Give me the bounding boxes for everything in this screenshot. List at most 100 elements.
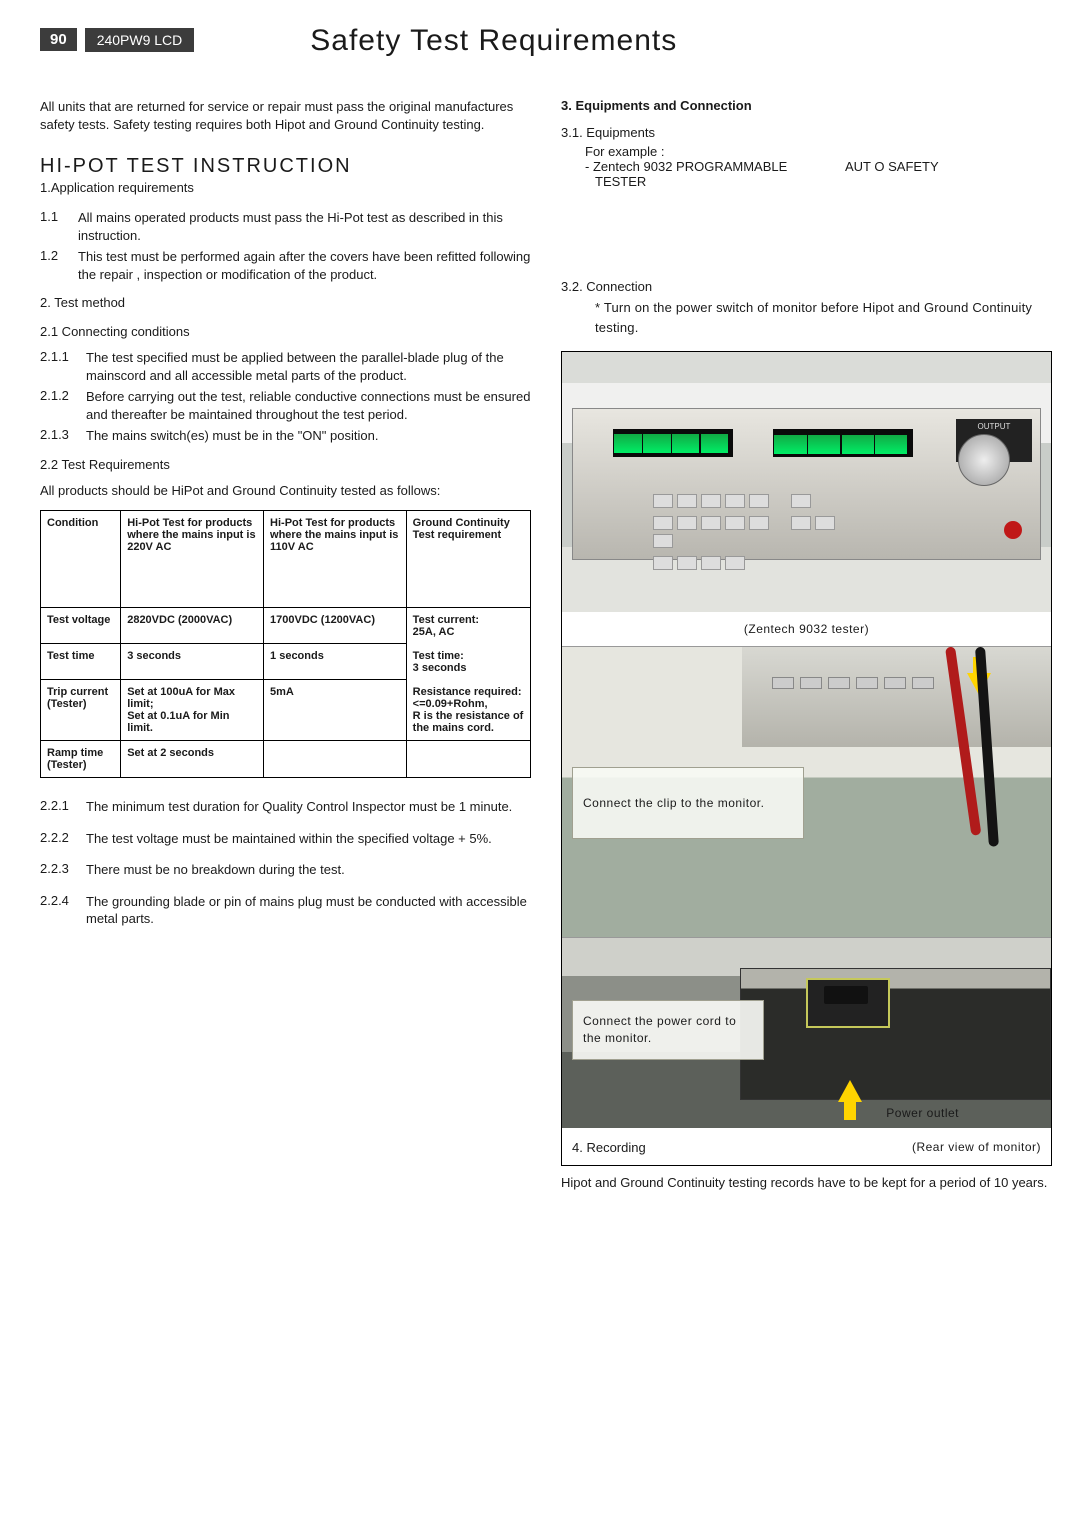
section-1-title: 1.Application requirements (40, 180, 531, 195)
page-title: Safety Test Requirements (310, 24, 677, 58)
cell (406, 741, 530, 778)
item-text: There must be no breakdown during the te… (86, 861, 531, 879)
section-3-2-title: 3.2. Connection (561, 279, 1052, 294)
table-header: Hi-Pot Test for products where the mains… (121, 510, 264, 607)
cell: 3 seconds (127, 650, 181, 662)
list-item: 2.2.4 The grounding blade or pin of main… (40, 893, 531, 928)
list-item: 2.2.3 There must be no breakdown during … (40, 861, 531, 879)
item-number: 2.1.2 (40, 388, 86, 423)
equipment-item: - Zentech 9032 PROGRAMMABLE AUT O SAFETY (585, 159, 1052, 174)
cell: Test time (47, 650, 94, 662)
table-header: Condition (41, 510, 121, 607)
rear-caption: (Rear view of monitor) (912, 1140, 1041, 1155)
tester-body-graphic: OUTPUT (572, 408, 1041, 560)
list-item: 2.1.2 Before carrying out the test, reli… (40, 388, 531, 423)
cell: Ramp time (Tester) (47, 747, 103, 771)
section-1-items: 1.1 All mains operated products must pas… (40, 209, 531, 283)
section-2-title: 2. Test method (40, 295, 531, 310)
list-item: 1.1 All mains operated products must pas… (40, 209, 531, 244)
equipment-line2: TESTER (595, 174, 1052, 189)
test-requirements-table: Condition Hi-Pot Test for products where… (40, 510, 531, 779)
intro-text: All units that are returned for service … (40, 98, 531, 133)
table-row: Test voltage 2820VDC (2000VAC) 1700VDC (… (41, 607, 531, 643)
cell: Resistance required: <=0.09+Rohm, R is t… (413, 686, 524, 734)
tester-caption: (Zentech 9032 tester) (562, 612, 1051, 646)
clip-photo: Clip Connect the clip to the monitor. (562, 646, 1051, 937)
page-number: 90 (40, 28, 77, 51)
item-text: The mains switch(es) must be in the "ON"… (86, 427, 531, 445)
photo-footer: 4. Recording (Rear view of monitor) (562, 1128, 1051, 1165)
connection-label-2: Connect the power cord to the monitor. (572, 1000, 764, 1060)
left-column: All units that are returned for service … (40, 98, 531, 1192)
arrow-icon (838, 1080, 862, 1102)
knob-icon (958, 434, 1010, 486)
power-photo: Connect the power cord to the monitor. P… (562, 937, 1051, 1128)
item-number: 2.2.3 (40, 861, 86, 879)
cell: 1 seconds (270, 650, 324, 662)
section-2-2-intro: All products should be HiPot and Ground … (40, 482, 531, 500)
section-2-2-items: 2.2.1 The minimum test duration for Qual… (40, 798, 531, 928)
cell: 1700VDC (1200VAC) (270, 614, 375, 626)
label-text: Connect the clip to the monitor. (583, 796, 764, 810)
item-number: 2.1.1 (40, 349, 86, 384)
item-number: 2.2.4 (40, 893, 86, 928)
tester-photo: OUTPUT (562, 352, 1051, 612)
item-number: 2.2.1 (40, 798, 86, 816)
model-label: 240PW9 LCD (85, 28, 195, 52)
for-example: For example : (585, 144, 1052, 159)
item-text: The test specified must be applied betwe… (86, 349, 531, 384)
section-3-1-title: 3.1. Equipments (561, 125, 1052, 140)
cell: Test time: 3 seconds (413, 650, 467, 674)
list-item: 2.2.2 The test voltage must be maintaine… (40, 830, 531, 848)
red-terminal (1004, 521, 1022, 539)
item-text: All mains operated products must pass th… (78, 209, 531, 244)
cell: Set at 2 seconds (127, 747, 214, 759)
item-text: The test voltage must be maintained with… (86, 830, 531, 848)
section-2-2-title: 2.2 Test Requirements (40, 457, 531, 472)
item-number: 2.1.3 (40, 427, 86, 445)
display-right (773, 429, 913, 457)
list-item: 1.2 This test must be performed again af… (40, 248, 531, 283)
display-left (613, 429, 733, 457)
connection-label-1: Connect the clip to the monitor. (572, 767, 804, 839)
section-2-1-title: 2.1 Connecting conditions (40, 324, 531, 339)
item-number: 1.1 (40, 209, 78, 244)
page-header: 90 240PW9 LCD Safety Test Requirements (40, 28, 1052, 58)
list-item: 2.2.1 The minimum test duration for Qual… (40, 798, 531, 816)
section-3-title: 3. Equipments and Connection (561, 98, 1052, 113)
item-text: Before carrying out the test, reliable c… (86, 388, 531, 423)
table-row: Trip current (Tester) Set at 100uA for M… (41, 680, 531, 741)
list-item: 2.1.1 The test specified must be applied… (40, 349, 531, 384)
cell: 5mA (270, 686, 294, 698)
equipment-name: - Zentech 9032 PROGRAMMABLE (585, 159, 845, 174)
photo-container: OUTPUT (Zentech 9032 tester) (561, 351, 1052, 1166)
table-header: Ground Continuity Test requirement (406, 510, 530, 607)
item-number: 1.2 (40, 248, 78, 283)
arrow-icon (844, 1102, 856, 1120)
button-grid (653, 494, 853, 554)
content-columns: All units that are returned for service … (40, 98, 1052, 1192)
wires-graphic (871, 647, 1011, 907)
plug-icon (824, 986, 868, 1004)
table-header-row: Condition Hi-Pot Test for products where… (41, 510, 531, 607)
list-item: 2.1.3 The mains switch(es) must be in th… (40, 427, 531, 445)
monitor-back-graphic (740, 968, 1051, 1100)
cell: Trip current (Tester) (47, 686, 108, 710)
item-number: 2.2.2 (40, 830, 86, 848)
final-note: Hipot and Ground Continuity testing reco… (561, 1174, 1052, 1192)
item-text: The grounding blade or pin of mains plug… (86, 893, 531, 928)
section-2-1-items: 2.1.1 The test specified must be applied… (40, 349, 531, 445)
section-4-title: 4. Recording (572, 1140, 646, 1155)
right-column: 3. Equipments and Connection 3.1. Equipm… (561, 98, 1052, 1192)
cell (264, 741, 407, 778)
item-text: The minimum test duration for Quality Co… (86, 798, 531, 816)
cell: Set at 100uA for Max limit; Set at 0.1uA… (127, 686, 235, 734)
item-text: This test must be performed again after … (78, 248, 531, 283)
label-text: Connect the power cord to the monitor. (583, 1013, 753, 1047)
cell: 2820VDC (2000VAC) (127, 614, 232, 626)
cell: Test voltage (47, 614, 110, 626)
connection-note: * Turn on the power switch of monitor be… (595, 298, 1052, 337)
table-row: Ramp time (Tester) Set at 2 seconds (41, 741, 531, 778)
equipment-type: AUT O SAFETY (845, 159, 939, 174)
power-outlet-label: Power outlet (886, 1106, 959, 1120)
